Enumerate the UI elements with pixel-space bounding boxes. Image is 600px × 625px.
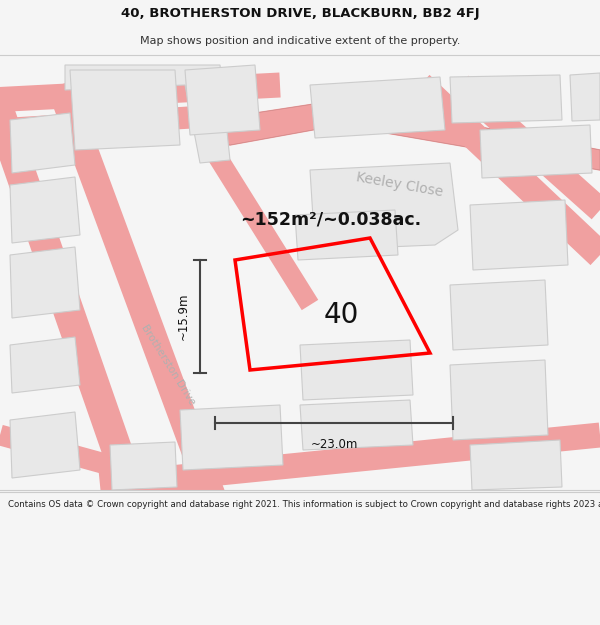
Polygon shape <box>10 247 80 318</box>
Polygon shape <box>10 177 80 243</box>
Polygon shape <box>10 337 80 393</box>
Polygon shape <box>470 200 568 270</box>
Polygon shape <box>450 280 548 350</box>
Polygon shape <box>180 405 283 470</box>
Polygon shape <box>470 440 562 490</box>
Text: ~15.9m: ~15.9m <box>177 292 190 340</box>
Text: Keeley Close: Keeley Close <box>355 171 445 199</box>
Polygon shape <box>310 163 458 250</box>
Polygon shape <box>185 65 260 135</box>
Text: Map shows position and indicative extent of the property.: Map shows position and indicative extent… <box>140 36 460 46</box>
Text: Contains OS data © Crown copyright and database right 2021. This information is : Contains OS data © Crown copyright and d… <box>8 500 600 509</box>
Polygon shape <box>450 360 548 440</box>
Polygon shape <box>450 75 562 123</box>
Polygon shape <box>65 65 230 163</box>
Polygon shape <box>210 100 600 170</box>
Polygon shape <box>480 125 592 178</box>
Polygon shape <box>10 412 80 478</box>
Polygon shape <box>570 73 600 121</box>
Text: 40, BROTHERSTON DRIVE, BLACKBURN, BB2 4FJ: 40, BROTHERSTON DRIVE, BLACKBURN, BB2 4F… <box>121 8 479 20</box>
Polygon shape <box>300 340 413 400</box>
Polygon shape <box>300 400 413 450</box>
Polygon shape <box>295 210 398 260</box>
Polygon shape <box>70 70 180 150</box>
Text: Brotherston Drive: Brotherston Drive <box>139 323 197 407</box>
Polygon shape <box>110 442 177 490</box>
Text: ~23.0m: ~23.0m <box>310 438 358 451</box>
Polygon shape <box>10 113 75 173</box>
Text: 40: 40 <box>323 301 359 329</box>
Text: ~152m²/~0.038ac.: ~152m²/~0.038ac. <box>240 211 421 229</box>
Polygon shape <box>310 77 445 138</box>
